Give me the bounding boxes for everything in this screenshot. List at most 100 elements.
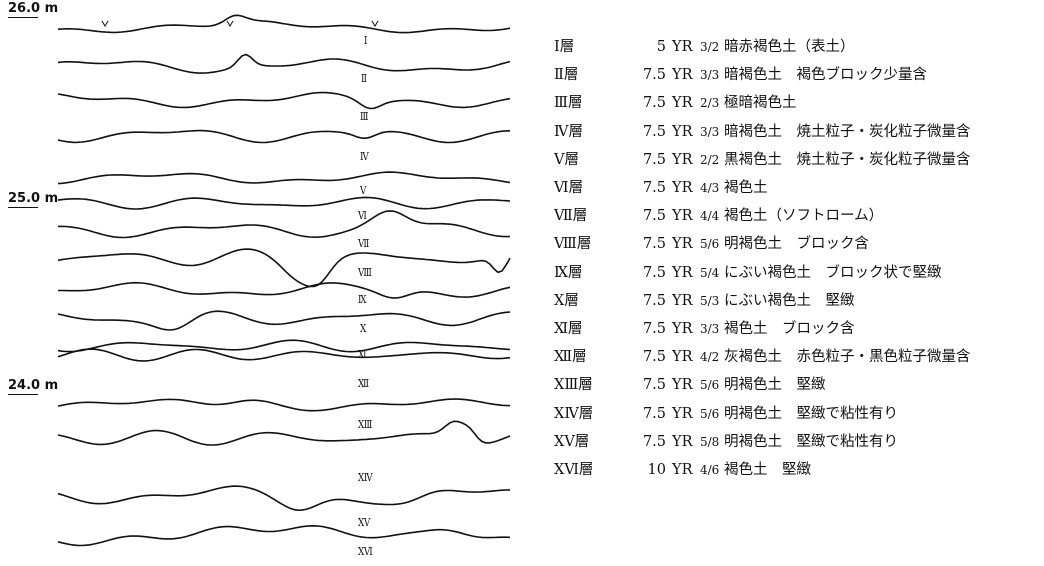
soil-description: 暗褐色土 褐色ブロック少量含 (724, 67, 927, 84)
soil-description: 褐色土（ソフトローム） (724, 208, 884, 225)
munsell-yr: YR (672, 39, 693, 55)
munsell-value-chroma: 3/3 (700, 124, 720, 139)
layer-name: ⅩⅣ層 (554, 405, 594, 422)
munsell-hue: 7.5 (642, 349, 666, 366)
layer-boundary-line (57, 14, 511, 34)
elevation-label: 24.0 m (8, 378, 59, 393)
munsell-hue: 7.5 (642, 433, 666, 450)
layer-label-4: Ⅳ (360, 150, 369, 163)
surface-marker (226, 20, 234, 27)
munsell-value-chroma: 5/4 (700, 265, 720, 280)
layer-name: Ⅲ層 (554, 95, 583, 112)
layer-name: Ⅻ層 (554, 349, 587, 366)
soil-description: 明褐色土 堅緻 (724, 377, 826, 394)
munsell-value-chroma: 4/2 (700, 350, 720, 365)
soil-description: にぶい褐色土 ブロック状で堅緻 (724, 264, 942, 281)
munsell-hue: 10 (647, 462, 666, 478)
layer-boundary-line (57, 196, 511, 210)
munsell-hue: 5 (656, 39, 666, 55)
munsell-hue: 7.5 (642, 236, 666, 253)
munsell-value-chroma: 3/2 (700, 40, 720, 54)
soil-description: 暗褐色土 焼土粒子・炭化粒子微量含 (724, 123, 971, 140)
munsell-value-chroma: 5/6 (700, 378, 720, 393)
munsell-value-chroma: 4/4 (700, 209, 720, 224)
munsell-hue: 7.5 (642, 151, 666, 168)
layer-boundary-line (57, 129, 511, 144)
elevation-label: 25.0 m (8, 191, 59, 206)
layer-label-13: ⅩⅢ (358, 418, 372, 431)
layer-label-9: Ⅸ (358, 293, 367, 306)
layer-boundary-line (57, 91, 511, 110)
layer-label-2: Ⅱ (361, 72, 367, 85)
layer-label-10: Ⅹ (360, 322, 366, 335)
layer-label-7: Ⅶ (358, 237, 369, 250)
soil-description: にぶい褐色土 堅緻 (724, 292, 855, 309)
soil-description: 明褐色土 ブロック含 (724, 236, 869, 253)
layer-label-16: ⅩⅥ (358, 545, 373, 558)
soil-description: 灰褐色土 赤色粒子・黒色粒子微量含 (724, 349, 971, 366)
layer-boundary-line (57, 420, 511, 446)
layer-label-1: Ⅰ (364, 34, 368, 47)
surface-marker (101, 20, 109, 27)
munsell-yr: YR (672, 95, 693, 112)
munsell-hue: 7.5 (642, 377, 666, 394)
layer-label-11: Ⅺ (358, 348, 367, 361)
munsell-yr: YR (672, 236, 693, 253)
soil-description: 褐色土 ブロック含 (724, 321, 855, 337)
munsell-value-chroma: 2/3 (700, 96, 720, 111)
munsell-yr: YR (672, 377, 693, 394)
munsell-value-chroma: 2/2 (700, 152, 720, 167)
elevation-tick (8, 17, 38, 18)
layer-name: Ⅴ層 (554, 151, 579, 168)
elevation-26m: 26.0 m (8, 1, 59, 18)
munsell-value-chroma: 5/6 (700, 237, 720, 252)
layer-label-5: Ⅴ (360, 184, 366, 197)
layer-boundary-line (58, 210, 511, 239)
elevation-24m: 24.0 m (8, 378, 59, 395)
munsell-value-chroma: 3/3 (700, 68, 720, 83)
layer-name: Ⅶ層 (554, 208, 588, 225)
soil-description: 明褐色土 堅緻で粘性有り (724, 405, 898, 422)
munsell-yr: YR (672, 123, 693, 140)
layer-boundary-line (57, 485, 511, 512)
layer-name: Ⅰ層 (554, 39, 575, 55)
layer-name: Ⅱ層 (554, 67, 579, 84)
munsell-value-chroma: 5/3 (700, 293, 720, 308)
layer-boundary-line (57, 348, 511, 362)
soil-description: 褐色土 (724, 180, 768, 196)
layer-label-12: Ⅻ (358, 377, 369, 390)
layer-name: Ⅹ層 (554, 292, 579, 309)
elevation-label: 26.0 m (8, 1, 59, 16)
surface-marker (371, 20, 379, 27)
munsell-hue: 7.5 (642, 123, 666, 140)
munsell-yr: YR (672, 405, 693, 422)
munsell-hue: 7.5 (642, 292, 666, 309)
layer-label-15: ⅩⅤ (358, 516, 370, 529)
layer-name: Ⅵ層 (554, 180, 584, 196)
munsell-hue: 7.5 (642, 321, 666, 337)
munsell-hue: 7.5 (642, 405, 666, 422)
munsell-yr: YR (672, 433, 693, 450)
munsell-yr: YR (672, 208, 693, 225)
layer-label-8: Ⅷ (358, 266, 372, 279)
layer-boundary-line (57, 524, 511, 547)
soil-description: 極暗褐色土 (724, 95, 797, 112)
munsell-value-chroma: 5/8 (700, 434, 720, 449)
munsell-yr: YR (672, 462, 693, 478)
munsell-value-chroma: 5/6 (700, 406, 720, 421)
munsell-value-chroma: 3/3 (700, 322, 720, 336)
munsell-value-chroma: 4/6 (700, 463, 720, 477)
layer-boundary-line (57, 398, 511, 412)
munsell-yr: YR (672, 264, 693, 281)
layer-boundary-line (57, 310, 511, 331)
elevation-25m: 25.0 m (8, 191, 59, 208)
layer-name: ⅩⅥ層 (554, 462, 594, 478)
layer-name: ⅩⅢ層 (554, 377, 593, 394)
layer-boundary-line (57, 171, 511, 185)
soil-description: 黒褐色土 焼土粒子・炭化粒子微量含 (724, 151, 971, 168)
layer-boundary-line (57, 53, 511, 74)
munsell-yr: YR (672, 67, 693, 84)
layer-name: Ⅸ層 (554, 264, 583, 281)
elevation-tick (8, 394, 38, 395)
munsell-hue: 7.5 (642, 95, 666, 112)
